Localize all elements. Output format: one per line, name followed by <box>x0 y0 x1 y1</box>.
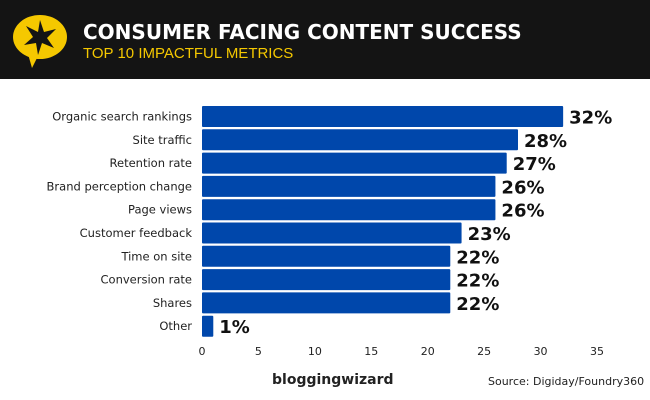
bar <box>202 106 564 127</box>
bar <box>202 269 451 291</box>
category-label: Other <box>159 319 192 333</box>
data-label: 1% <box>219 317 250 338</box>
x-tick-label: 10 <box>308 345 322 358</box>
bar <box>202 199 496 221</box>
x-tick-label: 30 <box>534 345 548 358</box>
category-label: Retention rate <box>110 156 192 170</box>
data-label: 22% <box>456 247 499 268</box>
category-label: Brand perception change <box>47 179 192 193</box>
data-label: 32% <box>569 108 612 129</box>
bar <box>202 292 451 314</box>
data-label: 27% <box>513 154 556 175</box>
data-label: 26% <box>501 201 544 222</box>
bar <box>202 152 507 174</box>
x-tick-label: 5 <box>255 345 262 358</box>
category-label: Conversion rate <box>101 273 193 287</box>
x-tick-label: 15 <box>364 345 378 358</box>
chart-title: CONSUMER FACING CONTENT SUCCESS <box>83 20 522 44</box>
bar <box>202 175 496 197</box>
source-note: Source: Digiday/Foundry360 <box>488 375 645 388</box>
star-speech-bubble-icon <box>13 15 67 68</box>
bar <box>202 222 462 244</box>
bar-chart: Organic search rankings 32% Site traffic 28… <box>47 106 612 358</box>
data-label: 26% <box>501 177 544 198</box>
data-label: 22% <box>456 294 499 315</box>
header: CONSUMER FACING CONTENT SUCCESS TOP 10 I… <box>0 0 650 79</box>
category-label: Organic search rankings <box>52 110 192 124</box>
data-label: 28% <box>524 131 567 152</box>
data-label: 22% <box>456 271 499 292</box>
bar <box>202 315 214 337</box>
category-label: Customer feedback <box>80 226 193 240</box>
brand-logo: bloggingwizard <box>272 372 394 388</box>
bar <box>202 129 518 151</box>
category-label: Site traffic <box>133 133 192 147</box>
bar <box>202 245 451 267</box>
data-label: 23% <box>468 224 511 245</box>
x-tick-label: 35 <box>590 345 604 358</box>
x-tick-label: 0 <box>199 345 206 358</box>
chart-subtitle: TOP 10 IMPACTFUL METRICS <box>83 45 294 62</box>
category-label: Time on site <box>120 249 192 263</box>
x-tick-label: 25 <box>477 345 491 358</box>
category-label: Page views <box>128 203 192 217</box>
x-tick-label: 20 <box>421 345 435 358</box>
category-label: Shares <box>153 296 192 310</box>
